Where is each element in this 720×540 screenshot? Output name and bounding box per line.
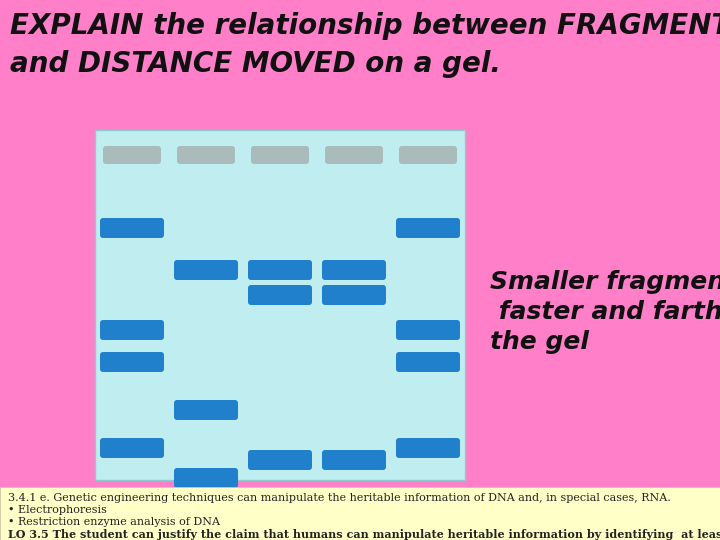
FancyBboxPatch shape [174, 468, 238, 488]
FancyBboxPatch shape [174, 260, 238, 280]
FancyBboxPatch shape [322, 450, 386, 470]
FancyBboxPatch shape [100, 218, 164, 238]
FancyBboxPatch shape [396, 218, 460, 238]
FancyBboxPatch shape [251, 146, 309, 164]
FancyBboxPatch shape [248, 285, 312, 305]
FancyBboxPatch shape [100, 352, 164, 372]
FancyBboxPatch shape [399, 146, 457, 164]
Text: the gel: the gel [490, 330, 589, 354]
Text: Smaller fragments move: Smaller fragments move [490, 270, 720, 294]
Bar [0, 487, 720, 540]
FancyBboxPatch shape [396, 438, 460, 458]
FancyBboxPatch shape [396, 352, 460, 372]
Text: • Restriction enzyme analysis of DNA: • Restriction enzyme analysis of DNA [8, 517, 220, 527]
FancyBboxPatch shape [322, 285, 386, 305]
Text: • Electrophoresis: • Electrophoresis [8, 505, 107, 515]
FancyBboxPatch shape [396, 320, 460, 340]
Text: EXPLAIN the relationship between FRAGMENT SIZE: EXPLAIN the relationship between FRAGMEN… [10, 12, 720, 40]
FancyBboxPatch shape [248, 260, 312, 280]
FancyBboxPatch shape [103, 146, 161, 164]
FancyBboxPatch shape [177, 146, 235, 164]
FancyBboxPatch shape [322, 260, 386, 280]
Text: and DISTANCE MOVED on a gel.: and DISTANCE MOVED on a gel. [10, 50, 501, 78]
Text: LO 3.5 The student can justify the claim that humans can manipulate heritable in: LO 3.5 The student can justify the claim… [8, 529, 720, 540]
FancyBboxPatch shape [100, 320, 164, 340]
FancyBboxPatch shape [100, 438, 164, 458]
FancyBboxPatch shape [174, 400, 238, 420]
Text: faster and farther along: faster and farther along [490, 300, 720, 324]
Bar [95, 130, 465, 480]
FancyBboxPatch shape [325, 146, 383, 164]
Text: 3.4.1 e. Genetic engineering techniques can manipulate the heritable information: 3.4.1 e. Genetic engineering techniques … [8, 493, 671, 503]
FancyBboxPatch shape [248, 450, 312, 470]
